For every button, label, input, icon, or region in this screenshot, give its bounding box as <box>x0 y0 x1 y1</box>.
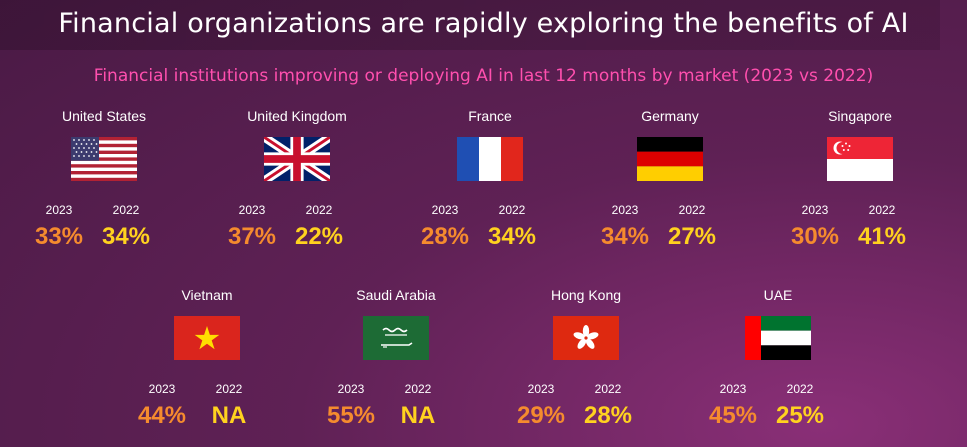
hongkong-flag-icon <box>553 316 619 360</box>
value-2023: 33% <box>34 223 84 250</box>
year-label-2023: 2023 <box>527 382 555 396</box>
value-2022: 22% <box>294 223 344 250</box>
year-label-2022: 2022 <box>594 382 622 396</box>
value-2023: 37% <box>227 223 277 250</box>
market-name: UAE <box>763 287 793 303</box>
saudi-flag-icon <box>363 316 429 360</box>
value-2023: 29% <box>516 402 566 429</box>
value-2023: 44% <box>137 402 187 429</box>
year-label-2022: 2022 <box>786 382 814 396</box>
year-label-2022: 2022 <box>868 203 896 217</box>
page-title: Financial organizations are rapidly expl… <box>58 8 909 39</box>
value-2023: 30% <box>790 223 840 250</box>
page-subtitle: Financial institutions improving or depl… <box>93 66 874 86</box>
value-2022: NA <box>211 402 247 429</box>
market-name: France <box>468 108 512 124</box>
value-2022: 28% <box>583 402 633 429</box>
singapore-flag-icon <box>827 137 893 181</box>
year-label-2023: 2023 <box>719 382 747 396</box>
value-2022: 27% <box>667 223 717 250</box>
market-name: Vietnam <box>181 287 233 303</box>
market-name: Germany <box>641 108 699 124</box>
year-label-2023: 2023 <box>431 203 459 217</box>
uk-flag-icon <box>264 137 330 181</box>
year-label-2022: 2022 <box>498 203 526 217</box>
year-label-2023: 2023 <box>337 382 365 396</box>
year-label-2022: 2022 <box>112 203 140 217</box>
value-2022: 34% <box>487 223 537 250</box>
france-flag-icon <box>457 137 523 181</box>
title-band <box>0 0 940 50</box>
year-label-2023: 2023 <box>148 382 176 396</box>
value-2022: 25% <box>775 402 825 429</box>
market-name: Singapore <box>828 108 892 124</box>
market-name: United States <box>61 108 147 124</box>
year-label-2022: 2022 <box>305 203 333 217</box>
us-flag-icon <box>71 137 137 181</box>
value-2023: 28% <box>420 223 470 250</box>
year-label-2022: 2022 <box>215 382 243 396</box>
value-2023: 45% <box>708 402 758 429</box>
year-label-2022: 2022 <box>404 382 432 396</box>
market-name: United Kingdom <box>247 108 347 124</box>
germany-flag-icon <box>637 137 703 181</box>
uae-flag-icon <box>745 316 811 360</box>
value-2022: NA <box>400 402 436 429</box>
year-label-2023: 2023 <box>611 203 639 217</box>
vietnam-flag-icon <box>174 316 240 360</box>
year-label-2023: 2023 <box>45 203 73 217</box>
value-2023: 55% <box>326 402 376 429</box>
year-label-2022: 2022 <box>678 203 706 217</box>
year-label-2023: 2023 <box>801 203 829 217</box>
value-2023: 34% <box>600 223 650 250</box>
market-name: Saudi Arabia <box>356 287 436 303</box>
value-2022: 41% <box>857 223 907 250</box>
value-2022: 34% <box>101 223 151 250</box>
year-label-2023: 2023 <box>238 203 266 217</box>
market-name: Hong Kong <box>550 287 622 303</box>
